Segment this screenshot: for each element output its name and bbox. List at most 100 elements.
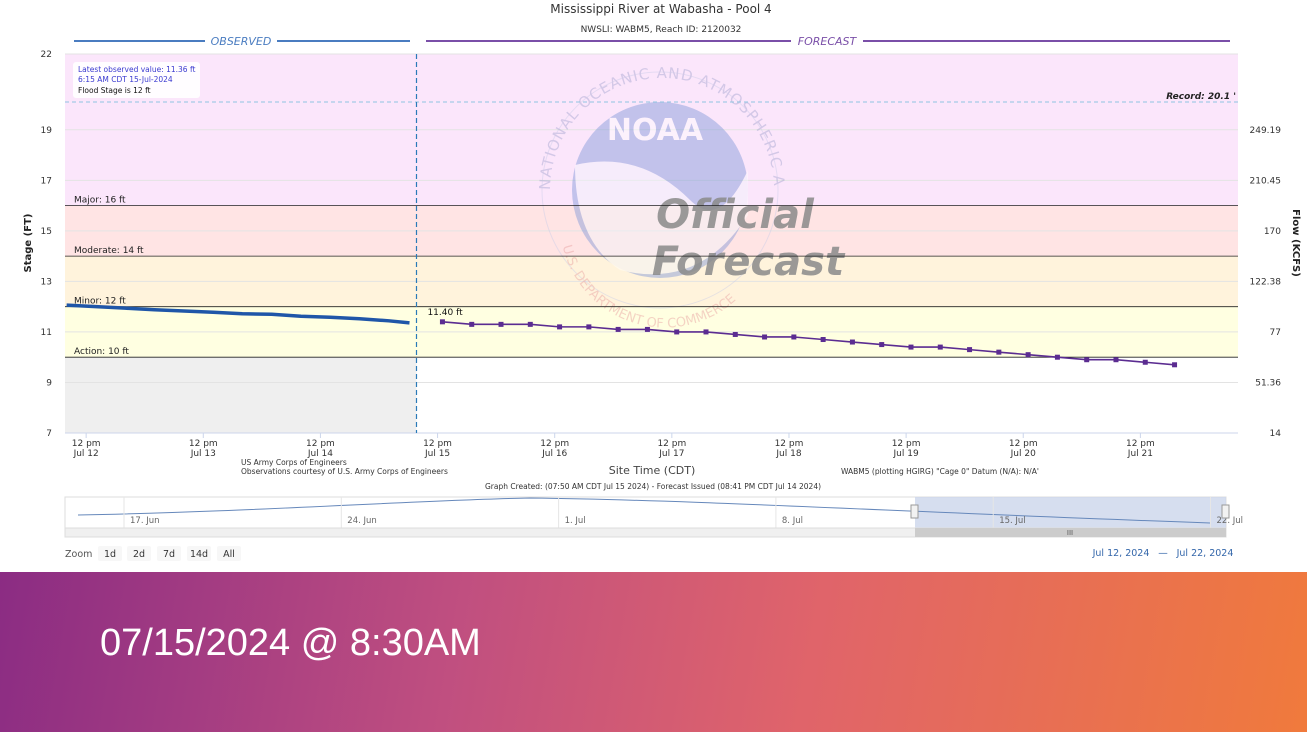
threshold-label: Moderate: 14 ft xyxy=(74,246,144,256)
x-tick-label: Jul 13 xyxy=(190,449,216,459)
chart-subtitle: NWSLI: WABM5, Reach ID: 2120032 xyxy=(581,25,742,35)
info-text: Flood Stage is 12 ft xyxy=(78,86,151,95)
chart: NATIONAL OCEANIC AND ATMOSPHERIC ADMINIS… xyxy=(0,0,1301,561)
y-tick-label: 19 xyxy=(41,126,53,136)
x-axis-label: Site Time (CDT) xyxy=(609,464,696,477)
range-button-bg[interactable] xyxy=(98,546,122,561)
series-point xyxy=(879,342,885,348)
series-line xyxy=(442,321,1175,366)
navigator-tick-label: 17. Jun xyxy=(130,516,160,526)
date-to[interactable]: Jul 22, 2024 xyxy=(1176,548,1234,559)
y2-tick-label: 122.38 xyxy=(1250,277,1282,287)
navigator-selection[interactable] xyxy=(915,497,1226,528)
series-point xyxy=(469,321,475,327)
navigator-tick-label: 22. Jul xyxy=(1217,516,1243,526)
range-buttons: 1d 2d 7d 14d All xyxy=(98,546,241,561)
info-text: Latest observed value: 11.36 ft xyxy=(78,65,195,74)
x-tick-label: Jul 17 xyxy=(658,449,684,459)
threshold-label: Major: 16 ft xyxy=(74,196,126,206)
range-button-bg[interactable] xyxy=(127,546,151,561)
series-point xyxy=(644,326,650,332)
threshold-label: Minor: 12 ft xyxy=(74,297,126,307)
series-point xyxy=(615,326,621,332)
observed-region xyxy=(65,357,417,433)
legend-label[interactable]: OBSERVED xyxy=(211,35,272,48)
range-button[interactable]: 7d xyxy=(163,549,175,560)
x-tick-label: 12 pm xyxy=(892,439,921,449)
scrollbar-grip: III xyxy=(1067,529,1073,537)
scrollbar-thumb[interactable] xyxy=(915,528,1226,537)
info-box xyxy=(73,62,200,98)
y2-tick-label: 14 xyxy=(1270,429,1282,439)
point-label: 11.40 ft xyxy=(427,308,463,318)
navigator-handle[interactable] xyxy=(910,504,919,519)
range-button[interactable]: 2d xyxy=(133,549,145,560)
x-tick-label: Jul 18 xyxy=(775,449,801,459)
watermark-line: Official xyxy=(656,192,815,238)
y-tick-label: 9 xyxy=(46,378,52,388)
legend-label[interactable]: FORECAST xyxy=(798,35,858,48)
watermark-line: Forecast xyxy=(652,239,846,285)
navigator-tick-label: 15. Jul xyxy=(999,516,1025,526)
x-tick-label: 12 pm xyxy=(775,439,804,449)
chart-title: Mississippi River at Wabasha - Pool 4 xyxy=(550,2,771,16)
series-point xyxy=(996,349,1002,355)
x-tick-label: Jul 21 xyxy=(1127,449,1153,459)
series-point xyxy=(937,344,943,350)
series-point xyxy=(1142,359,1148,365)
navigator-axis: 17. Jun 24. Jun 1. Jul 8. Jul 15. Jul 22. Jul xyxy=(123,497,1243,528)
record-label: Record: 20.1 ' xyxy=(1166,92,1236,102)
series-point xyxy=(557,324,563,330)
y2-tick-label: 51.36 xyxy=(1255,378,1281,388)
range-button-bg[interactable] xyxy=(217,546,241,561)
x-tick-label: 12 pm xyxy=(1126,439,1155,449)
navigator-tick-label: 8. Jul xyxy=(782,516,803,526)
navigator-tick-label: 24. Jun xyxy=(347,516,377,526)
y2-axis-label: Flow (KCFS) xyxy=(1290,209,1301,277)
y-tick-label: 22 xyxy=(41,50,52,60)
range-button-bg[interactable] xyxy=(157,546,181,561)
x-tick-label: Jul 12 xyxy=(73,449,99,459)
series-point xyxy=(820,337,826,343)
y-axis-label: Stage (FT) xyxy=(23,214,34,273)
series-point xyxy=(674,329,680,335)
range-button[interactable]: 14d xyxy=(190,549,208,560)
y2-tick-label: 210.45 xyxy=(1250,176,1282,186)
x-tick-label: 12 pm xyxy=(657,439,686,449)
banner: 07/15/2024 @ 8:30AM xyxy=(0,572,1307,732)
series-point xyxy=(1172,362,1178,368)
watermark-ring xyxy=(541,71,779,309)
legend-bg xyxy=(205,34,277,48)
x-tick-label: Jul 20 xyxy=(1010,449,1036,459)
x-tick-label: 12 pm xyxy=(189,439,218,449)
range-button-bg[interactable] xyxy=(187,546,211,561)
x-tick-label: Jul 16 xyxy=(541,449,567,459)
series-point xyxy=(849,339,855,345)
series-point xyxy=(498,321,504,327)
credit: Observations courtesy of U.S. Army Corps… xyxy=(241,467,448,476)
y2-tick-label: 77 xyxy=(1270,328,1281,338)
x-tick-label: Jul 14 xyxy=(307,449,333,459)
y-tick-label: 7 xyxy=(46,429,52,439)
series-point xyxy=(1025,352,1031,358)
series-point xyxy=(762,334,768,340)
credit: WABM5 (plotting HGIRG) "Cage 0" Datum (N… xyxy=(841,467,1039,476)
range-button[interactable]: 1d xyxy=(104,549,116,560)
navigator-tick-label: 1. Jul xyxy=(565,516,586,526)
threshold-label: Action: 10 ft xyxy=(74,347,129,357)
series-point xyxy=(703,329,709,335)
y2-tick-label: 170 xyxy=(1264,227,1281,237)
series-line xyxy=(66,303,410,325)
y2-tick-label: 249.19 xyxy=(1250,126,1282,136)
range-button[interactable]: All xyxy=(223,549,235,560)
navigator[interactable]: 17. Jun 24. Jun 1. Jul 8. Jul 15. Jul 22. Jul… xyxy=(64,496,1243,538)
watermark-disc xyxy=(572,102,748,278)
y-tick-label: 11 xyxy=(41,328,52,338)
series-point xyxy=(586,324,592,330)
legend-bg xyxy=(791,34,863,48)
date-from[interactable]: Jul 12, 2024 xyxy=(1092,548,1150,559)
navigator-handle[interactable] xyxy=(1221,504,1230,519)
x-tick-label: 12 pm xyxy=(423,439,452,449)
y-tick-label: 13 xyxy=(41,277,52,287)
